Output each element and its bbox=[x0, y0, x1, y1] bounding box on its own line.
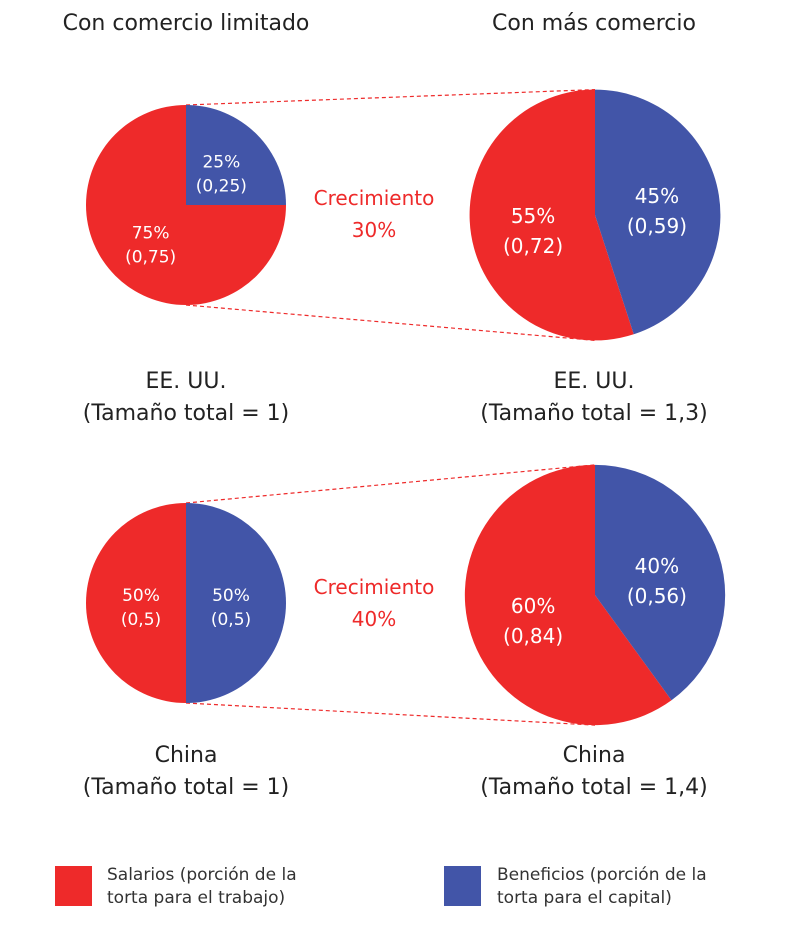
slice-salarios bbox=[464, 464, 672, 726]
data-label-value: (0,56) bbox=[627, 584, 687, 608]
legend-beneficios-line1: Beneficios (porción de la bbox=[497, 865, 707, 885]
slice-beneficios bbox=[186, 503, 286, 703]
growth-connector-line bbox=[185, 464, 596, 504]
data-label-percent: 25% bbox=[202, 153, 240, 173]
data-label-value: (0,84) bbox=[503, 624, 563, 648]
slice-beneficios bbox=[595, 464, 726, 701]
growth-connector-line bbox=[185, 88, 596, 106]
data-label-value: (0,59) bbox=[627, 214, 687, 238]
data-label-percent: 75% bbox=[132, 223, 170, 243]
caption-us-right: (Tamaño total = 1,3) bbox=[480, 401, 707, 426]
legend-beneficios-line2: torta para el capital) bbox=[497, 888, 672, 908]
slice-beneficios bbox=[186, 105, 286, 205]
data-label-percent: 50% bbox=[212, 586, 250, 606]
slice-salarios bbox=[86, 503, 186, 703]
country-china-right: China bbox=[563, 743, 626, 768]
pie-chart: 55% (0,72) 45% (0,59) bbox=[469, 89, 721, 341]
pie-chart: 50% (0,5) 50% (0,5) bbox=[86, 503, 286, 703]
caption-us-left: (Tamaño total = 1) bbox=[83, 401, 289, 426]
data-label-value: (0,75) bbox=[125, 247, 176, 267]
data-label-value: (0,5) bbox=[121, 610, 161, 630]
data-label-percent: 40% bbox=[635, 554, 679, 578]
data-label-value: (0,25) bbox=[196, 177, 247, 197]
caption-china-right: (Tamaño total = 1,4) bbox=[480, 775, 707, 800]
data-label-percent: 50% bbox=[122, 586, 160, 606]
header-left: Con comercio limitado bbox=[63, 11, 310, 36]
header-right: Con más comercio bbox=[492, 11, 696, 36]
slice-salarios bbox=[469, 89, 634, 341]
growth-value-china: 40% bbox=[352, 607, 396, 631]
data-label-percent: 55% bbox=[511, 204, 555, 228]
data-label-value: (0,5) bbox=[211, 610, 251, 630]
country-us-left: EE. UU. bbox=[146, 369, 227, 394]
growth-connector-line bbox=[185, 304, 596, 342]
legend-swatch-salarios bbox=[55, 866, 92, 906]
data-label-percent: 45% bbox=[635, 184, 679, 208]
growth-label-china: Crecimiento bbox=[314, 575, 435, 599]
slice-beneficios bbox=[595, 89, 721, 335]
growth-label-us: Crecimiento bbox=[314, 186, 435, 210]
growth-connector-line bbox=[185, 702, 596, 726]
legend-salarios-line2: torta para el trabajo) bbox=[107, 888, 285, 908]
legend-salarios-line1: Salarios (porción de la bbox=[107, 865, 297, 885]
growth-value-us: 30% bbox=[352, 218, 396, 242]
data-label-percent: 60% bbox=[511, 594, 555, 618]
country-china-left: China bbox=[155, 743, 218, 768]
pie-chart: 60% (0,84) 40% (0,56) bbox=[464, 464, 726, 726]
data-label-value: (0,72) bbox=[503, 234, 563, 258]
legend-swatch-beneficios bbox=[444, 866, 481, 906]
pie-chart: 75% (0,75) 25% (0,25) bbox=[86, 105, 286, 305]
country-us-right: EE. UU. bbox=[554, 369, 635, 394]
caption-china-left: (Tamaño total = 1) bbox=[83, 775, 289, 800]
